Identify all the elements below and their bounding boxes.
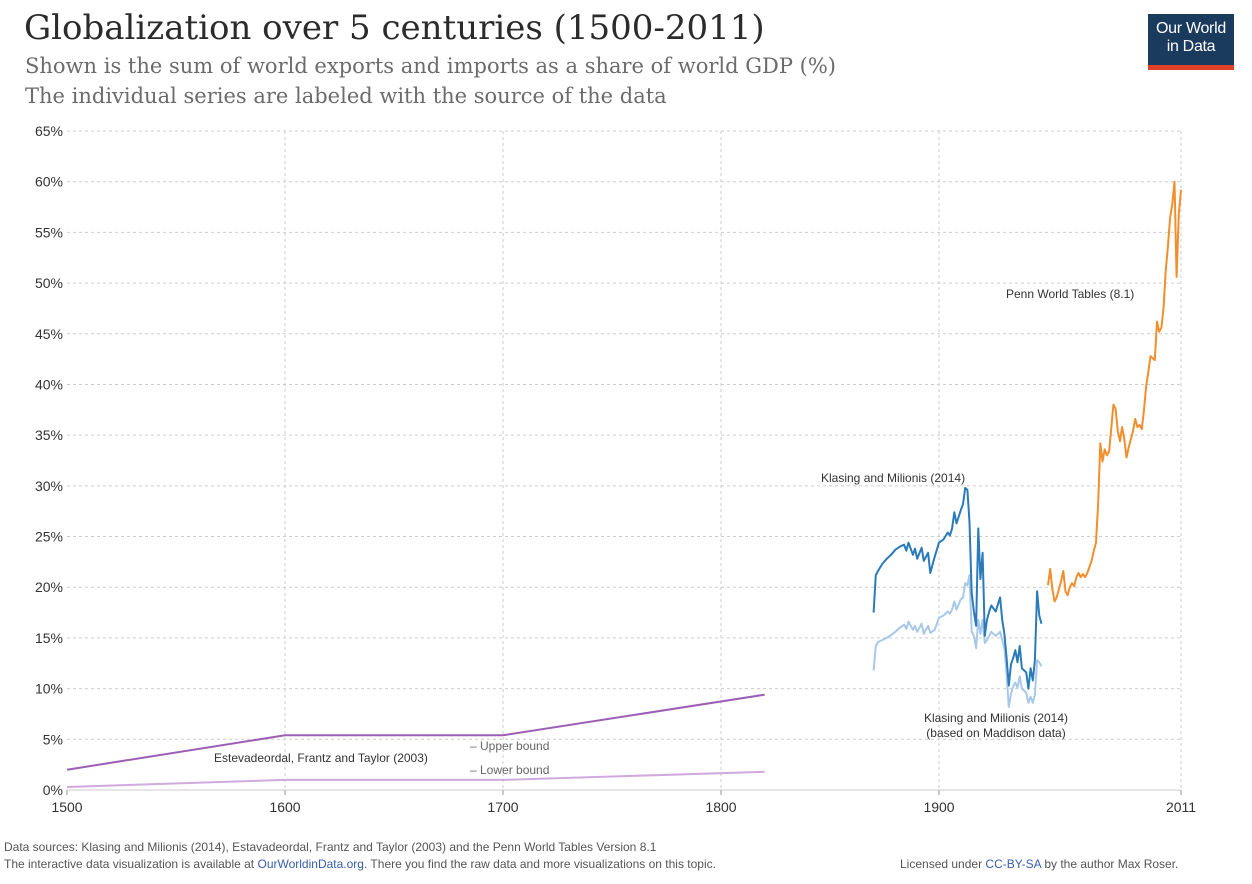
y-tick-label: 50% xyxy=(35,275,63,291)
grid-layer xyxy=(66,130,1182,795)
y-tick-label: 45% xyxy=(35,326,63,342)
chart-subtitle: Shown is the sum of world exports and im… xyxy=(25,54,837,78)
chart-subtitle-2: The individual series are labeled with t… xyxy=(25,84,667,108)
our-world-in-data-logo[interactable]: Our World in Data xyxy=(1148,14,1234,70)
license-suffix: by the author Max Roser. xyxy=(1040,857,1179,871)
footer-interactive-suffix: . There you find the raw data and more v… xyxy=(363,857,716,871)
logo-line-1: Our World xyxy=(1156,20,1226,37)
y-tick-label: 5% xyxy=(43,731,63,747)
y-tick-label: 20% xyxy=(35,579,63,595)
y-tick-label: 30% xyxy=(35,478,63,494)
license-prefix: Licensed under xyxy=(900,857,986,871)
footer-interactive-prefix: The interactive data visualization is av… xyxy=(4,857,258,871)
footer-sources: Data sources: Klasing and Milionis (2014… xyxy=(4,840,657,854)
series-layer xyxy=(66,180,1182,788)
x-tick-label: 2011 xyxy=(1166,799,1196,815)
footer-interactive: The interactive data visualization is av… xyxy=(4,857,716,871)
y-tick-label: 15% xyxy=(35,630,63,646)
x-tick-label: 1500 xyxy=(51,799,82,815)
y-tick-label: 10% xyxy=(35,681,63,697)
annotation-layer: Estevadeordal, Frantz and Taylor (2003) … xyxy=(214,287,1134,777)
series-line-klasing xyxy=(872,486,1043,690)
logo-accent-bar xyxy=(1148,65,1234,70)
tick-layer: 0% 5% 10% 15% 20% 25% 30% 35% 40% 45% 50% 55% 60% 65%… xyxy=(35,123,1196,815)
series-line-estevadeordal_lower xyxy=(66,770,765,788)
license-link[interactable]: CC-BY-SA xyxy=(985,857,1041,871)
x-tick-label: 1600 xyxy=(269,799,300,815)
annotation-estevadeordal: Estevadeordal, Frantz and Taylor (2003) xyxy=(214,751,428,765)
annotation-klasing: Klasing and Milionis (2014) xyxy=(821,471,965,485)
annotation-penn: Penn World Tables (8.1) xyxy=(1006,287,1134,301)
x-tick-label: 1800 xyxy=(705,799,736,815)
y-tick-label: 35% xyxy=(35,427,63,443)
logo-line-2: in Data xyxy=(1166,38,1216,55)
chart-title: Globalization over 5 centuries (1500-201… xyxy=(24,8,765,48)
annotation-klasing-maddison-1: Klasing and Milionis (2014) xyxy=(924,711,1068,725)
owid-link[interactable]: OurWorldinData.org xyxy=(257,857,364,871)
footer-license: Licensed under CC-BY-SA by the author Ma… xyxy=(900,857,1178,871)
y-tick-label: 0% xyxy=(43,782,63,798)
annotation-upper-bound: – Upper bound xyxy=(470,739,549,753)
x-tick-label: 1700 xyxy=(487,799,518,815)
y-tick-label: 40% xyxy=(35,376,63,392)
annotation-lower-bound: – Lower bound xyxy=(470,763,549,777)
y-tick-label: 55% xyxy=(35,224,63,240)
series-line-penn xyxy=(1047,180,1182,603)
series-line-estevadeordal_upper xyxy=(66,693,765,771)
y-tick-label: 25% xyxy=(35,529,63,545)
annotation-klasing-maddison-2: (based on Maddison data) xyxy=(926,726,1065,740)
y-tick-label: 60% xyxy=(35,174,63,190)
y-tick-label: 65% xyxy=(35,123,63,139)
series-line-klasing_maddison xyxy=(872,574,1043,708)
x-tick-label: 1900 xyxy=(923,799,954,815)
